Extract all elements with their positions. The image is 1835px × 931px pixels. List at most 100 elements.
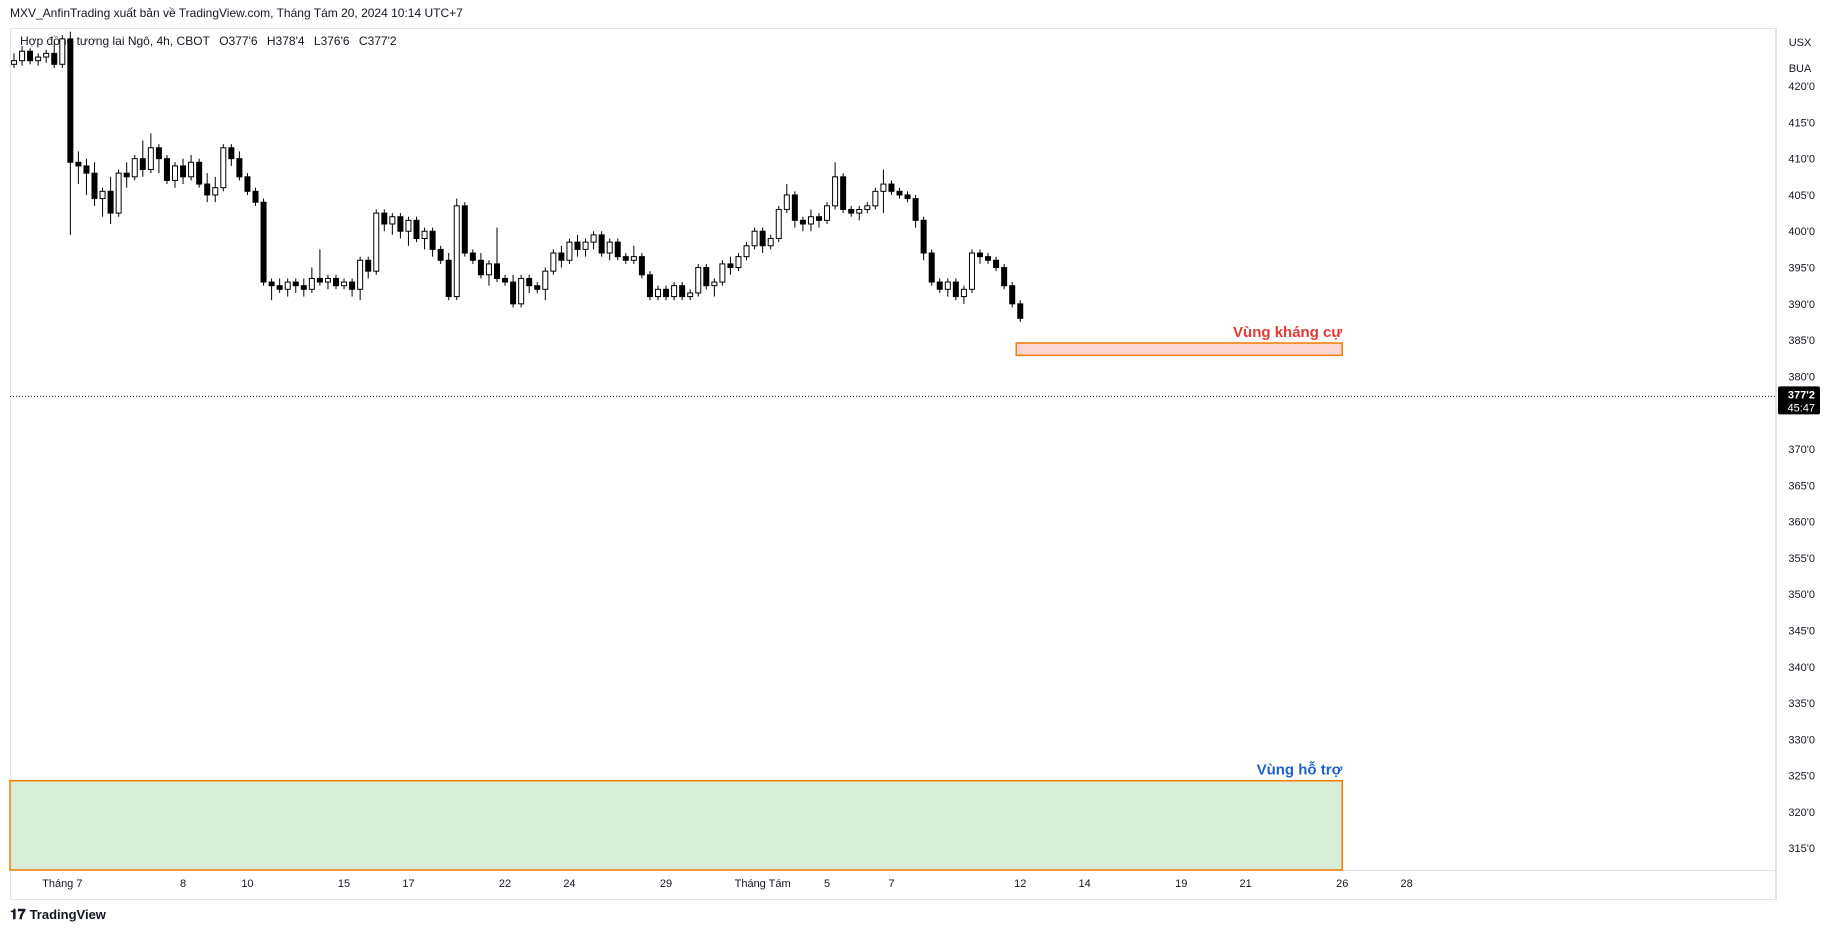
candle-body <box>510 281 517 305</box>
candle-body <box>719 263 726 283</box>
currency-button[interactable]: USX <box>1788 37 1812 49</box>
y-tick-label: 400'0 <box>1788 226 1815 238</box>
candle-body <box>1001 267 1008 287</box>
candle-body <box>381 212 388 225</box>
candle <box>19 46 26 66</box>
candle <box>453 198 460 301</box>
candle <box>711 278 718 297</box>
candle <box>397 213 404 239</box>
candle <box>300 278 307 297</box>
candle <box>236 151 243 181</box>
candle <box>799 216 806 232</box>
y-tick-label: 330'0 <box>1788 734 1815 746</box>
y-tick-label: 340'0 <box>1788 662 1815 674</box>
x-tick-label: 21 <box>1240 878 1252 890</box>
x-tick-label: 8 <box>180 878 186 890</box>
candle <box>574 234 581 257</box>
candle-body <box>759 230 766 247</box>
candle-body <box>494 263 500 279</box>
candle <box>389 213 396 235</box>
candle-body <box>518 277 525 305</box>
resistance-zone-label: Vùng kháng cự <box>1233 324 1342 341</box>
candle-body <box>840 176 847 210</box>
candle-body <box>300 285 307 290</box>
candle-body <box>188 161 195 178</box>
candle-body <box>461 205 468 254</box>
candle <box>59 35 66 68</box>
candle-body <box>252 190 259 203</box>
candle <box>993 256 1000 272</box>
candle-body <box>928 252 935 283</box>
candle-body <box>155 147 162 160</box>
candle-body <box>1017 303 1024 319</box>
candle <box>123 162 130 188</box>
candle-body <box>107 190 114 214</box>
candle <box>99 187 106 217</box>
candle-body <box>316 277 323 283</box>
y-tick-label: 315'0 <box>1788 843 1815 855</box>
candle-body <box>638 256 645 276</box>
candle-body <box>268 281 275 287</box>
y-tick-label: 360'0 <box>1788 517 1815 529</box>
tradingview-logo-icon: 𝟏𝟕 <box>10 906 26 922</box>
candle-body <box>292 281 299 287</box>
candle <box>985 253 992 264</box>
candle <box>751 227 758 250</box>
y-tick-label: 405'0 <box>1788 190 1815 202</box>
candle-body <box>357 259 364 290</box>
candle-body <box>864 205 871 210</box>
brand-label: TradingView <box>29 907 106 922</box>
candle <box>558 245 565 268</box>
current-price-label: 377'245:47 <box>1778 386 1820 415</box>
candle-body <box>807 216 814 225</box>
candle <box>27 48 34 65</box>
candle-body <box>260 201 267 283</box>
candle-body <box>526 277 533 287</box>
candle <box>960 285 967 304</box>
x-tick-label: 10 <box>241 878 253 890</box>
candle <box>888 180 895 195</box>
candle <box>204 173 211 203</box>
x-tick-label: 12 <box>1014 878 1026 890</box>
y-tick-label: 370'0 <box>1788 444 1815 456</box>
y-tick-label: 335'0 <box>1788 698 1815 710</box>
unit-button[interactable]: BUA <box>1788 63 1812 75</box>
candle-body <box>679 285 686 298</box>
candle <box>220 144 227 192</box>
candle-body <box>743 245 750 258</box>
candle <box>936 278 943 293</box>
candle <box>437 245 444 264</box>
candle <box>727 256 734 275</box>
x-tick-label: 29 <box>660 878 672 890</box>
y-tick-label: 320'0 <box>1788 807 1815 819</box>
candle <box>341 278 348 290</box>
candle-body <box>276 285 283 290</box>
candle <box>646 271 653 301</box>
candle-body <box>27 50 34 62</box>
candle <box>421 227 428 250</box>
candle-body <box>341 281 348 287</box>
candle <box>180 158 187 185</box>
candle <box>783 184 790 214</box>
resistance-zone <box>1015 342 1343 357</box>
candle <box>1001 263 1008 290</box>
candle <box>365 256 372 279</box>
candle-body <box>606 241 613 254</box>
candle-body <box>960 288 967 298</box>
candle-body <box>663 288 670 298</box>
candle-body <box>91 172 98 200</box>
tradingview-logo[interactable]: 𝟏𝟕 TradingView <box>10 906 106 923</box>
candle-body <box>99 190 106 200</box>
candle <box>582 238 589 257</box>
candle-body <box>19 50 26 62</box>
candle <box>816 213 822 228</box>
y-tick-label: 390'0 <box>1788 299 1815 311</box>
candle-body <box>485 263 492 276</box>
candle-body <box>671 285 678 298</box>
candle <box>260 198 267 286</box>
candle-body <box>139 158 146 171</box>
y-tick-label: 420'0 <box>1788 81 1815 93</box>
candle <box>526 274 533 293</box>
candle <box>743 242 750 261</box>
